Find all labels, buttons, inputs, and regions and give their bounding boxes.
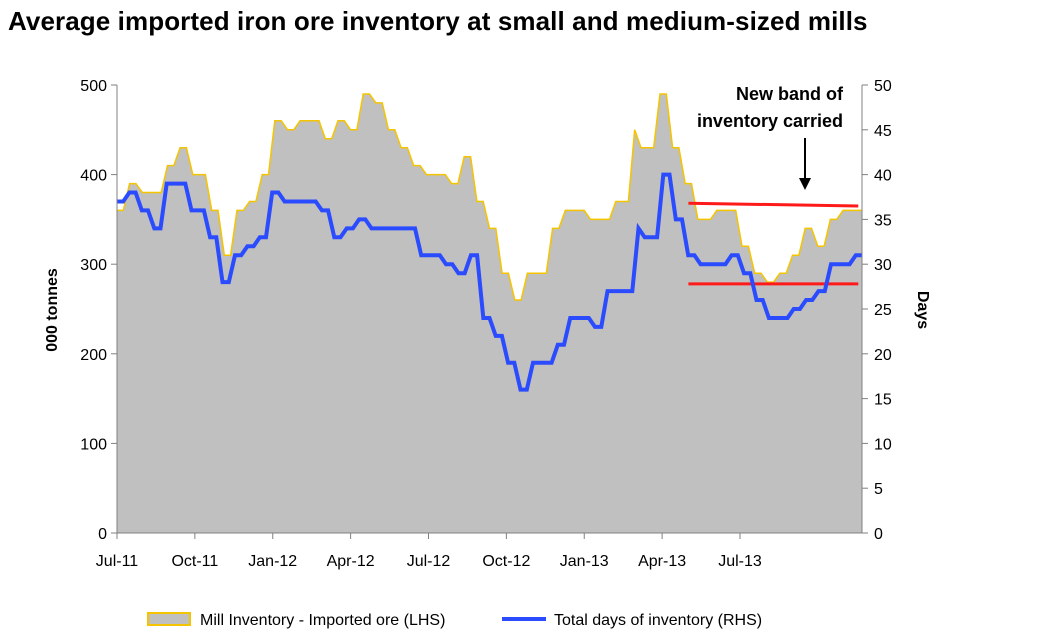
x-tick-label-4: Jul-12 — [407, 553, 451, 570]
legend: Mill Inventory - Imported ore (LHS) Tota… — [147, 612, 762, 629]
x-tick-label-8: Jul-13 — [718, 553, 762, 570]
right-axis-title: Days — [914, 291, 931, 329]
x-tick-label-1: Oct-11 — [171, 553, 218, 570]
left-tick-label-1: 100 — [80, 436, 107, 453]
x-tick-label-2: Jan-12 — [248, 553, 297, 570]
right-tick-label-3: 15 — [874, 392, 892, 409]
x-tick-label-6: Jan-13 — [560, 553, 609, 570]
left-axis-title: 000 tonnes — [44, 268, 61, 352]
right-tick-label-10: 50 — [874, 78, 892, 95]
x-tick-label-0: Jul-11 — [96, 553, 138, 570]
right-tick-label-0: 0 — [874, 526, 883, 543]
right-tick-label-2: 10 — [874, 436, 892, 453]
right-tick-label-1: 5 — [874, 481, 883, 498]
annotation-arrow — [799, 138, 811, 190]
legend-label-inventory: Mill Inventory - Imported ore (LHS) — [200, 612, 445, 629]
total-days-line — [117, 172, 862, 392]
left-tick-label-4: 400 — [80, 168, 107, 185]
left-tick-label-2: 200 — [80, 347, 107, 364]
x-tick-label-7: Apr-13 — [638, 553, 686, 570]
right-tick-label-8: 40 — [874, 168, 892, 185]
annotation-line2: inventory carried — [697, 111, 843, 131]
chart-title: Average imported iron ore inventory at s… — [8, 6, 868, 36]
left-tick-label-5: 500 — [80, 78, 107, 95]
upper-band-line — [688, 201, 859, 208]
left-ticks: 0 100 200 300 400 500 — [80, 78, 117, 543]
right-tick-label-4: 20 — [874, 347, 892, 364]
left-tick-label-3: 300 — [80, 257, 107, 274]
right-ticks: 0 5 10 15 20 25 30 35 40 45 50 — [862, 78, 892, 543]
left-tick-label-0: 0 — [98, 526, 107, 543]
annotation-line1: New band of — [736, 84, 844, 104]
x-tick-label-5: Oct-12 — [482, 553, 530, 570]
legend-label-days: Total days of inventory (RHS) — [554, 612, 762, 629]
mill-inventory-area — [117, 94, 862, 533]
legend-swatch-inventory — [147, 612, 191, 626]
right-tick-label-5: 25 — [874, 302, 892, 319]
right-tick-label-7: 35 — [874, 212, 892, 229]
area-layer — [117, 93, 862, 533]
x-tick-label-3: Apr-12 — [327, 553, 375, 570]
x-ticks: Jul-11 Oct-11 Jan-12 Apr-12 Jul-12 Oct-12 Jan-… — [96, 533, 762, 570]
right-tick-label-6: 30 — [874, 257, 892, 274]
mill-inventory-edge — [117, 93, 862, 301]
right-tick-label-9: 45 — [874, 123, 892, 140]
band-layer — [688, 201, 859, 286]
